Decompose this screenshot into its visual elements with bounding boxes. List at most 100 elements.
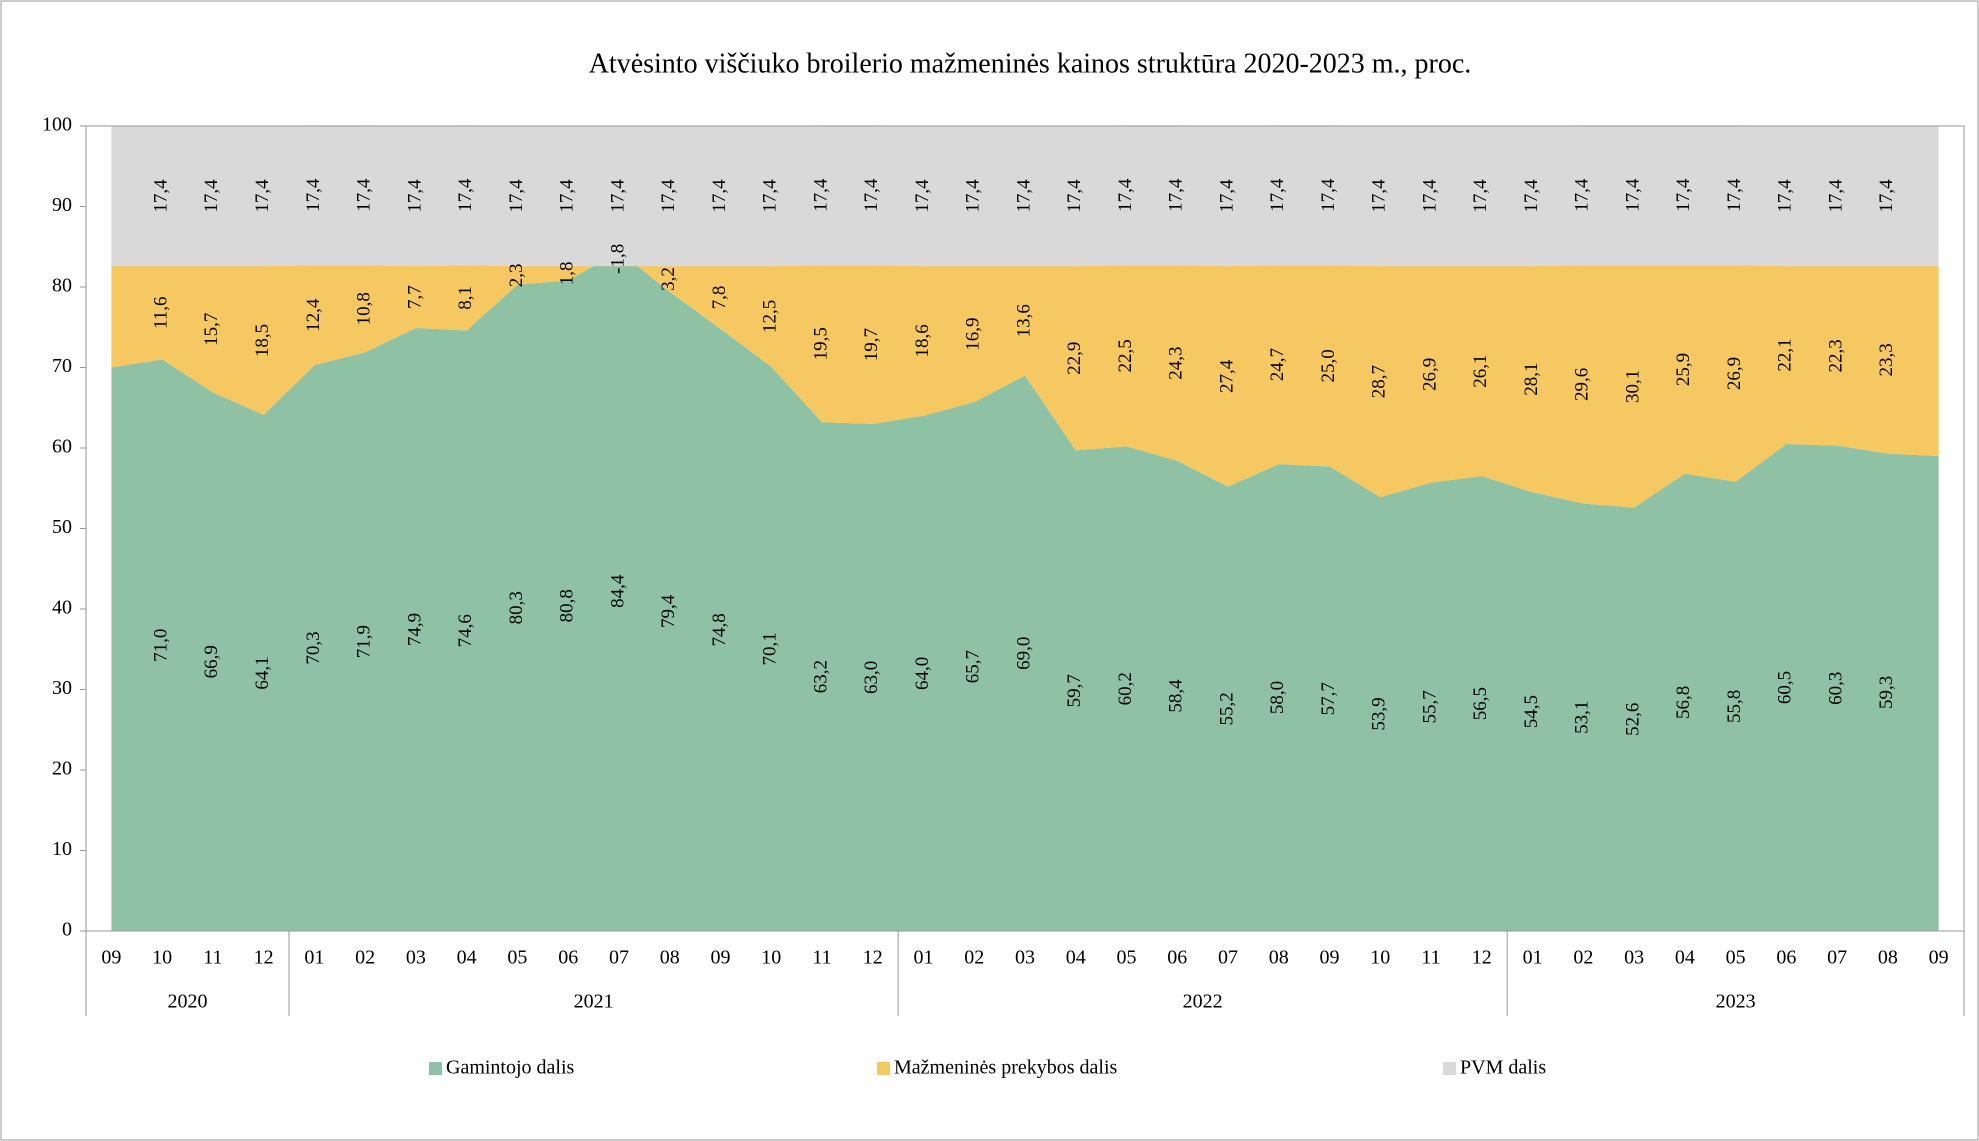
legend-swatch [877, 1062, 890, 1075]
data-label: 17,4 [1572, 178, 1593, 212]
legend-label: Mažmeninės prekybos dalis [894, 1057, 1117, 1079]
data-label: 54,5 [1521, 695, 1542, 728]
data-label: 70,1 [760, 632, 781, 665]
data-label: 59,7 [1064, 674, 1085, 707]
x-tick-label: 03 [1624, 947, 1644, 969]
data-label: 24,3 [1166, 346, 1187, 379]
data-label: 64,0 [912, 657, 933, 690]
data-label: 17,4 [1419, 179, 1440, 213]
data-label: 74,8 [709, 613, 730, 646]
data-label: 60,3 [1825, 672, 1846, 705]
data-label: 17,4 [963, 179, 984, 213]
data-label: 17,4 [455, 178, 476, 212]
data-label: 17,4 [1216, 179, 1237, 213]
x-tick-label: 09 [1929, 947, 1949, 969]
data-label: 17,4 [1470, 179, 1491, 213]
data-label: 15,7 [201, 313, 222, 346]
data-label: 26,9 [1724, 357, 1745, 390]
data-label: 19,7 [861, 328, 882, 361]
data-label: 17,4 [1825, 179, 1846, 213]
area [111, 251, 1939, 508]
data-label: 28,1 [1521, 363, 1542, 396]
data-label: 17,4 [1521, 179, 1542, 213]
x-tick-label: 10 [1370, 947, 1390, 969]
data-label: 17,4 [404, 179, 425, 213]
data-label: 24,7 [1267, 348, 1288, 381]
data-label: 56,8 [1673, 686, 1694, 719]
data-label: 55,2 [1216, 692, 1237, 725]
x-tick-label: 11 [812, 947, 831, 969]
x-tick-label: 12 [1472, 947, 1492, 969]
data-label: 17,4 [1267, 178, 1288, 212]
data-label: 17,4 [506, 179, 527, 213]
data-label: 17,4 [1876, 179, 1897, 213]
data-label: 18,5 [252, 324, 273, 357]
x-tick-label: 01 [304, 947, 324, 969]
data-label: 56,5 [1470, 687, 1491, 720]
data-label: 3,2 [658, 267, 679, 291]
x-tick-label: 10 [761, 947, 781, 969]
x-tick-label: 08 [1269, 947, 1289, 969]
data-label: 2,3 [506, 263, 527, 287]
data-label: 8,1 [455, 286, 476, 310]
data-label: 17,4 [354, 178, 375, 212]
x-tick-label: 02 [964, 947, 984, 969]
x-tick-label: 01 [913, 947, 933, 969]
y-tick-label: 10 [52, 838, 72, 860]
data-label: 17,4 [1369, 179, 1390, 213]
area [111, 251, 1939, 931]
data-label: 12,5 [760, 300, 781, 333]
data-label: 66,9 [201, 645, 222, 678]
x-tick-label: 12 [863, 947, 883, 969]
data-label: 22,5 [1115, 339, 1136, 372]
legend-swatch [429, 1062, 442, 1075]
data-label: 17,4 [303, 178, 324, 212]
data-label: 17,4 [912, 179, 933, 213]
data-label: 7,8 [709, 286, 730, 310]
data-label: 10,8 [354, 292, 375, 325]
data-label: 7,7 [404, 285, 425, 309]
data-label: 74,9 [404, 613, 425, 646]
data-label: 71,0 [150, 629, 171, 662]
data-label: -1,8 [607, 244, 628, 274]
data-label: 17,4 [252, 179, 273, 213]
data-label: 17,4 [760, 179, 781, 213]
x-tick-label: 03 [1015, 947, 1035, 969]
x-tick-label: 07 [609, 947, 629, 969]
data-label: 23,3 [1876, 343, 1897, 376]
x-tick-label: 10 [152, 947, 172, 969]
x-tick-label: 02 [355, 947, 375, 969]
data-label: 27,4 [1216, 359, 1237, 393]
x-tick-label: 09 [101, 947, 121, 969]
data-label: 17,4 [1775, 179, 1796, 213]
data-label: 71,9 [354, 625, 375, 658]
data-label: 63,2 [810, 660, 831, 693]
legend-swatch [1443, 1062, 1456, 1075]
x-tick-label: 08 [660, 947, 680, 969]
y-tick-label: 60 [52, 436, 72, 458]
x-group-label: 2023 [1716, 991, 1756, 1013]
data-label: 58,0 [1267, 681, 1288, 714]
data-label: 17,4 [557, 179, 578, 213]
data-label: 70,3 [303, 631, 324, 664]
y-tick-label: 80 [52, 275, 72, 297]
data-label: 80,3 [506, 591, 527, 624]
data-label: 12,4 [303, 298, 324, 332]
data-label: 17,4 [1673, 178, 1694, 212]
data-label: 19,5 [810, 327, 831, 360]
data-label: 18,6 [912, 324, 933, 357]
data-label: 30,1 [1622, 370, 1643, 403]
x-tick-label: 09 [710, 947, 730, 969]
data-label: 17,4 [1622, 178, 1643, 212]
data-label: 29,6 [1572, 368, 1593, 401]
x-tick-label: 06 [1776, 947, 1796, 969]
data-label: 55,7 [1419, 690, 1440, 723]
data-label: 17,4 [1013, 179, 1034, 213]
data-label: 17,4 [1318, 178, 1339, 212]
data-label: 17,4 [201, 179, 222, 213]
x-tick-label: 05 [1117, 947, 1137, 969]
x-tick-label: 04 [1675, 947, 1695, 969]
x-tick-label: 06 [1167, 947, 1187, 969]
data-label: 60,5 [1775, 671, 1796, 704]
